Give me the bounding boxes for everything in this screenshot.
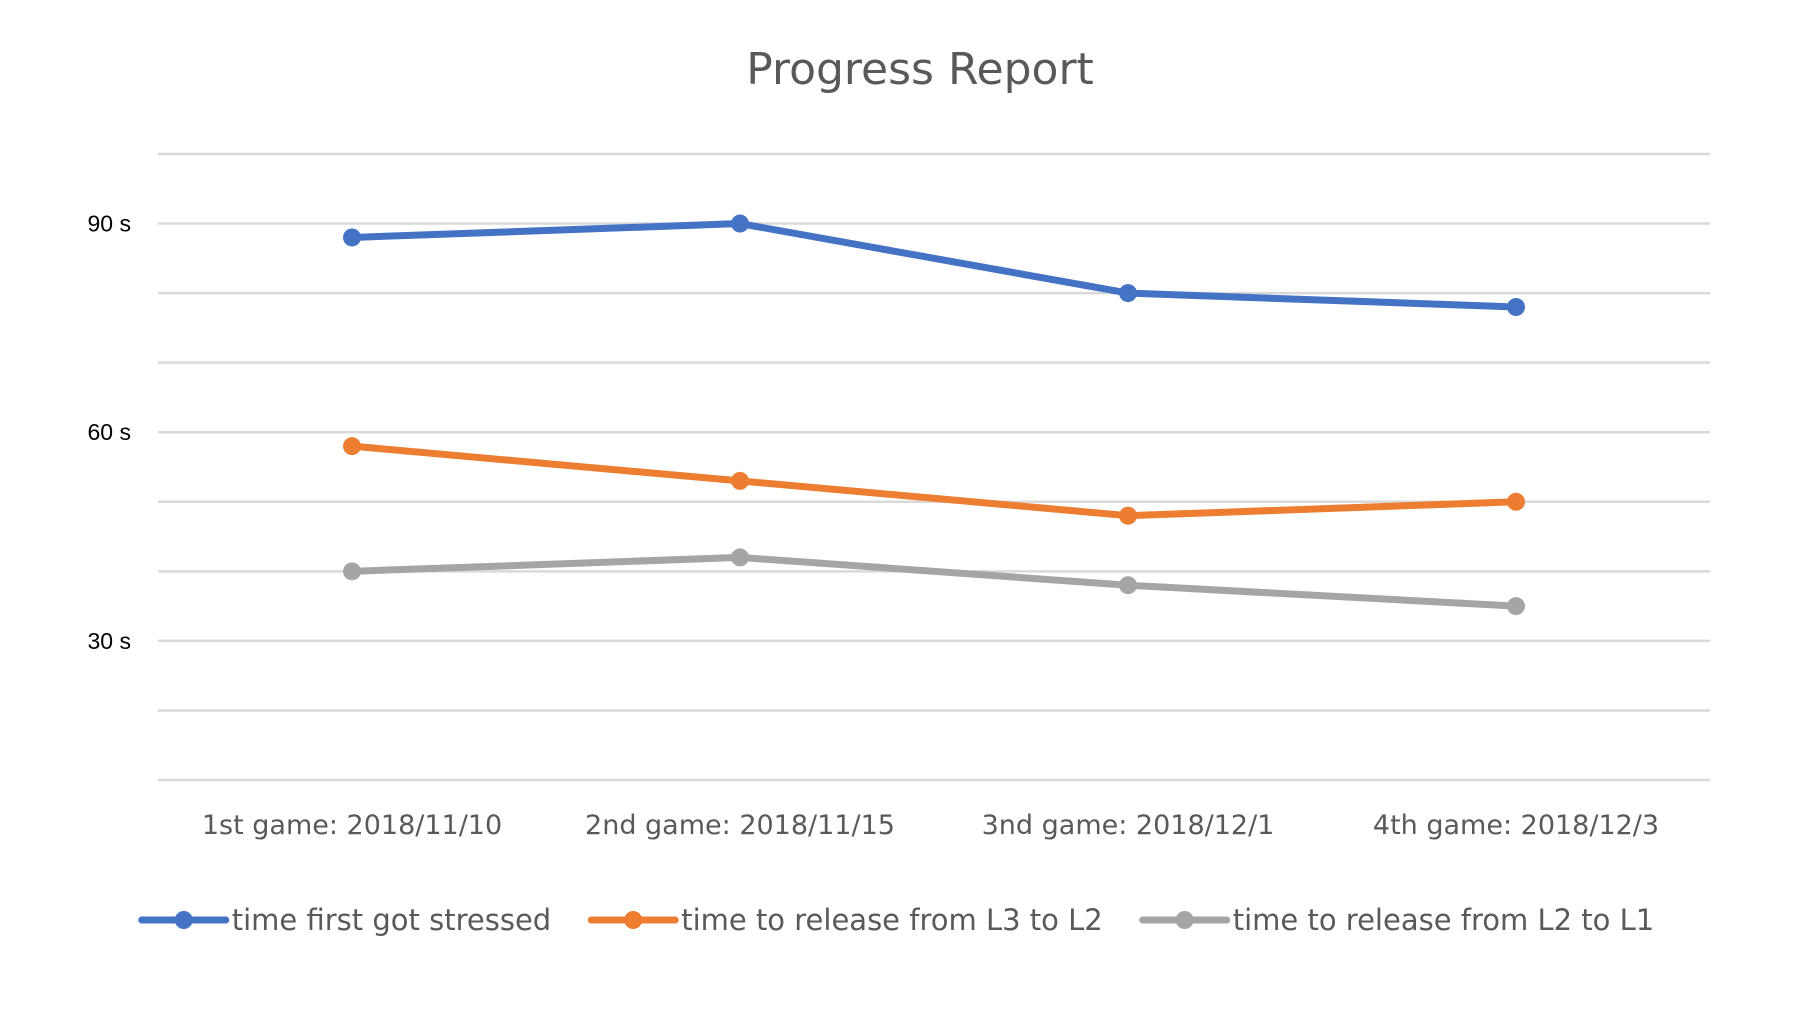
data-point [731,471,749,490]
y-tick-label: 30 s [88,628,131,654]
x-tick-label: 3nd game: 2018/12/1 [982,810,1275,841]
data-point [1507,492,1525,511]
data-point [343,562,361,581]
legend-label: time to release from L2 to L1 [1233,903,1655,937]
legend-item: time to release from L2 to L1 [1139,903,1655,937]
data-point [343,228,361,247]
data-point [1119,506,1137,525]
data-point [1119,284,1137,303]
x-tick-label: 4th game: 2018/12/3 [1373,810,1659,841]
x-tick-label: 1st game: 2018/11/10 [202,810,502,841]
gridlines [158,152,1710,782]
x-tick-label: 2nd game: 2018/11/15 [585,810,895,841]
x-axis-ticks: 1st game: 2018/11/10 2nd game: 2018/11/15… [202,810,1659,841]
legend-label: time first got stressed [232,903,551,937]
series-line [348,220,1520,311]
series-line [348,442,1520,520]
data-point [343,437,361,456]
data-point [731,548,749,567]
y-tick-label: 60 s [88,419,131,445]
y-tick-label: 90 s [88,211,131,237]
legend: time first got stressed time to release f… [138,903,1655,937]
legend-item: time first got stressed [138,903,551,937]
data-point [1507,298,1525,317]
legend-label: time to release from L3 to L2 [681,903,1103,937]
data-point [1119,576,1137,595]
data-point [1507,597,1525,616]
chart-title: Progress Report [746,44,1094,95]
y-axis-ticks: 30 s 60 s 90 s [88,211,131,654]
series-line [348,553,1520,610]
legend-item: time to release from L3 to L2 [587,903,1103,937]
legend-swatch-marker [174,911,193,929]
legend-swatch-marker [624,911,643,929]
legend-swatch-marker [1175,911,1194,929]
data-point [731,214,749,233]
series-lines [343,214,1525,616]
